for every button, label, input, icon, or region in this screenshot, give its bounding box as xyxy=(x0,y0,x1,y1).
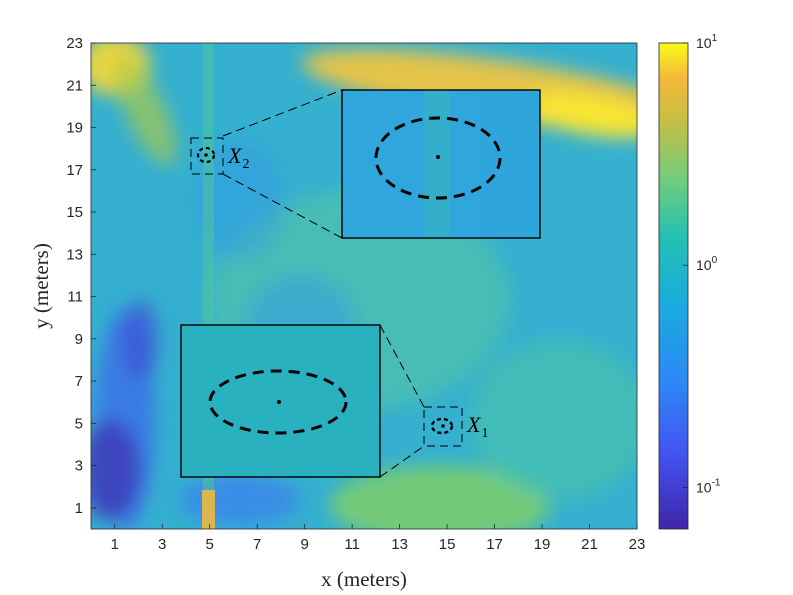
heatmap-blobs xyxy=(91,43,637,529)
y-tick-label: 23 xyxy=(66,35,83,52)
inset-x2 xyxy=(341,89,541,239)
y-tick-label: 5 xyxy=(75,415,83,432)
inset-x2-point xyxy=(436,155,440,159)
marker-x2-ellipse xyxy=(196,146,216,164)
inset-x1 xyxy=(180,324,381,478)
colorbar-tick-exponent: 0 xyxy=(712,255,718,266)
y-tick-label: 3 xyxy=(75,458,83,475)
colorbar-tick-base: 10 xyxy=(696,257,712,273)
marker-x1-dot xyxy=(441,424,445,428)
x-tick-label: 5 xyxy=(206,536,214,553)
y-tick-label: 17 xyxy=(66,162,83,179)
inset-x1-frame xyxy=(180,324,381,478)
colorbar-tick-label: 10-1 xyxy=(696,477,721,495)
x-tick-label: 9 xyxy=(300,536,308,553)
colorbar-tick-exponent: -1 xyxy=(712,477,721,488)
y-tick-label: 21 xyxy=(66,77,83,94)
inset-x2-frame xyxy=(341,89,541,239)
marker-x1-subscript: 1 xyxy=(481,426,488,441)
x-tick-label: 1 xyxy=(111,536,119,553)
x-axis-ticks: 1 3 5 7 9 11 13 15 17 19 21 23 xyxy=(111,524,646,553)
x-tick-label: 23 xyxy=(629,536,646,553)
marker-x1-box xyxy=(423,406,463,447)
y-tick-label: 11 xyxy=(67,289,83,306)
y-tick-label: 9 xyxy=(75,331,83,348)
zoom-connectors xyxy=(222,89,425,478)
marker-x1-name: X xyxy=(466,412,482,437)
bottom-hotspot xyxy=(202,490,215,529)
x-tick-label: 11 xyxy=(344,536,360,553)
y-axis-label: y (meters) xyxy=(29,243,53,329)
connector-x2-top xyxy=(222,89,343,137)
x-tick-label: 3 xyxy=(158,536,166,553)
y-tick-label: 13 xyxy=(66,246,83,263)
colorbar-tick-label: 101 xyxy=(696,33,718,51)
inset-x2-band xyxy=(424,90,450,238)
marker-x2-dot xyxy=(204,153,208,157)
x-tick-label: 19 xyxy=(534,536,551,553)
colorbar-tick-base: 10 xyxy=(696,35,712,51)
x-tick-label: 7 xyxy=(253,536,261,553)
y-tick-label: 1 xyxy=(75,500,83,517)
y-tick-label: 19 xyxy=(66,120,83,137)
x-tick-label: 17 xyxy=(486,536,503,553)
colorbar-frame xyxy=(658,42,689,530)
y-tick-label: 15 xyxy=(66,204,83,221)
plot-frame xyxy=(90,42,638,530)
inset-x1-point xyxy=(277,400,281,404)
y-tick-label: 7 xyxy=(75,373,83,390)
marker-x2-subscript: 2 xyxy=(242,157,249,172)
inset-x2-band-right xyxy=(475,90,540,238)
colorbar-tick-base: 10 xyxy=(696,479,712,495)
marker-x1-ellipse xyxy=(430,417,454,435)
x-tick-label: 21 xyxy=(581,536,598,553)
marker-x2-box xyxy=(190,137,224,175)
inset-x2-ellipse xyxy=(374,116,502,200)
inset-x1-ellipse xyxy=(208,369,348,435)
marker-x1-label: X1 xyxy=(466,412,488,441)
marker-x2-name: X xyxy=(227,143,243,168)
vertical-stripe xyxy=(203,43,214,529)
colorbar-tick-label: 100 xyxy=(696,255,718,273)
marker-x2: X2 xyxy=(190,137,249,175)
colorbar-tick-exponent: 1 xyxy=(712,33,718,44)
marker-x2-label: X2 xyxy=(227,143,249,172)
x-tick-label: 15 xyxy=(439,536,456,553)
connector-x2-bottom xyxy=(222,173,343,239)
marker-x1: X1 xyxy=(423,406,488,447)
x-axis-label: x (meters) xyxy=(321,567,407,591)
colorbar-gradient-bar xyxy=(659,43,688,529)
x-tick-label: 13 xyxy=(391,536,408,553)
connector-x1-bottom xyxy=(379,445,425,478)
connector-x1-top xyxy=(379,324,425,408)
